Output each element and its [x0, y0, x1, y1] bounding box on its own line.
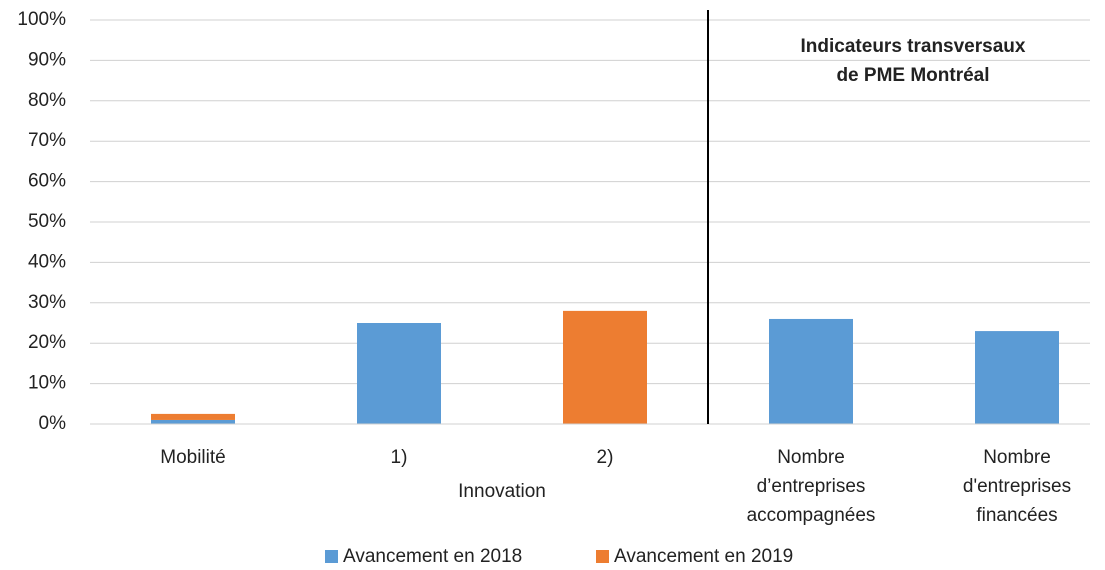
- legend-label: Avancement en 2019: [614, 546, 793, 567]
- y-tick-label: 60%: [28, 171, 66, 192]
- bar-segment: [151, 413, 235, 420]
- group-label: Innovation: [458, 481, 546, 502]
- y-tick-label: 100%: [17, 9, 66, 30]
- y-tick-label: 10%: [28, 373, 66, 394]
- bar-segment: [357, 323, 441, 424]
- legend-swatch: [325, 550, 338, 563]
- x-tick-label: d'entreprises: [963, 476, 1071, 497]
- legend-label: Avancement en 2018: [343, 546, 522, 567]
- bar-segment: [975, 331, 1059, 424]
- x-tick-label: Mobilité: [160, 447, 225, 468]
- x-tick-label: Nombre: [983, 447, 1051, 468]
- x-tick-label: accompagnées: [747, 505, 876, 526]
- y-tick-label: 50%: [28, 211, 66, 232]
- bar-segment: [151, 419, 235, 424]
- y-tick-label: 40%: [28, 251, 66, 272]
- x-tick-label: 1): [391, 447, 408, 468]
- y-tick-label: 30%: [28, 292, 66, 313]
- x-tick-label: d’entreprises: [757, 476, 866, 497]
- x-tick-label: financées: [976, 505, 1057, 526]
- y-tick-label: 0%: [39, 413, 67, 434]
- y-tick-label: 80%: [28, 90, 66, 111]
- bar-segment: [563, 310, 647, 424]
- y-tick-label: 70%: [28, 130, 66, 151]
- y-tick-label: 90%: [28, 49, 66, 70]
- y-tick-label: 20%: [28, 332, 66, 353]
- bar-segment: [769, 318, 853, 424]
- legend-swatch: [596, 550, 609, 563]
- x-tick-label: 2): [597, 447, 614, 468]
- x-tick-label: Nombre: [777, 447, 845, 468]
- annotation: de PME Montréal: [836, 65, 989, 86]
- annotation: Indicateurs transversaux: [801, 36, 1026, 57]
